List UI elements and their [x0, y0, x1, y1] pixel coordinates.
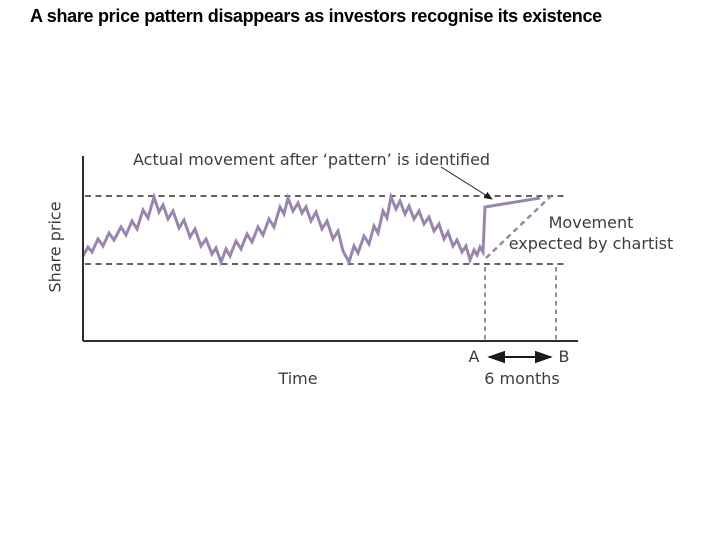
- x-axis-label: Time: [278, 369, 318, 388]
- annotation-actual-movement: Actual movement after ‘pattern’ is ident…: [133, 150, 491, 169]
- interval-label: 6 months: [484, 369, 560, 388]
- point-b-label: B: [558, 347, 570, 366]
- pointer-arrow: [440, 166, 493, 200]
- y-axis-label: Share price: [45, 201, 65, 293]
- point-a-label: A: [468, 347, 480, 366]
- annotation-expected-movement: Movement expected by chartist: [500, 212, 682, 254]
- actual-price-line: [81, 191, 541, 267]
- expected-movement-line: [485, 195, 552, 259]
- slide-title: A share price pattern disappears as inve…: [30, 6, 602, 26]
- annotation-expected-line2: expected by chartist: [508, 234, 674, 253]
- annotation-expected-line1: Movement: [548, 213, 634, 232]
